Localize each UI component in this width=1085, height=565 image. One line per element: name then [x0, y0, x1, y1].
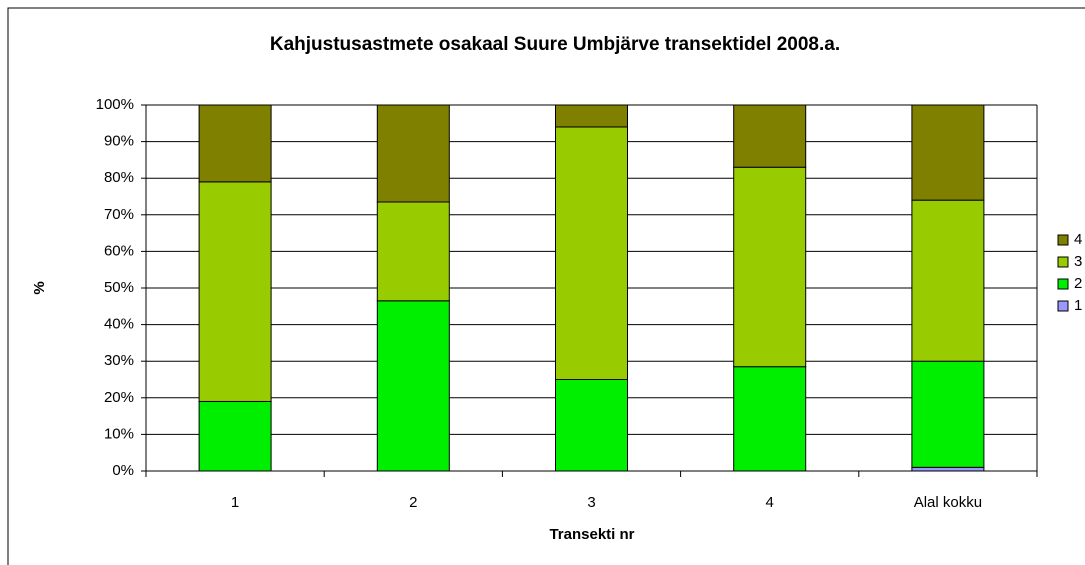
- legend-swatch: [1057, 300, 1069, 312]
- bar-segment: [911, 360, 985, 468]
- bar-segment: [733, 104, 807, 168]
- y-tick-label: 10%: [104, 425, 134, 442]
- chart-title: Kahjustusastmete osakaal Suure Umbjärve …: [270, 34, 840, 55]
- legend-label: 3: [1074, 253, 1082, 270]
- bar-segment: [555, 379, 628, 472]
- x-axis-label: Transekti nr: [549, 526, 634, 543]
- legend-swatch: [1057, 278, 1069, 290]
- chart-frame: [7, 7, 1085, 565]
- legend-label: 4: [1074, 231, 1082, 248]
- bar-segment: [911, 104, 985, 201]
- legend-label: 2: [1074, 275, 1082, 292]
- bar-segment: [911, 466, 985, 472]
- y-axis-label: %: [31, 281, 48, 294]
- bar-segment: [376, 300, 450, 472]
- y-tick-label: 0%: [112, 462, 134, 479]
- y-tick-label: 50%: [104, 279, 134, 296]
- bar-segment: [733, 166, 807, 368]
- x-tick-label: Alal kokku: [914, 494, 982, 511]
- legend-label: 1: [1074, 297, 1082, 314]
- y-tick-label: 40%: [104, 316, 134, 333]
- bar-segment: [376, 104, 450, 203]
- x-tick-label: 1: [231, 494, 239, 511]
- y-tick-label: 90%: [104, 133, 134, 150]
- bar-segment: [911, 199, 985, 362]
- y-tick-label: 70%: [104, 206, 134, 223]
- bar-segment: [555, 126, 628, 380]
- y-tick-label: 20%: [104, 389, 134, 406]
- legend-swatch: [1057, 234, 1069, 246]
- x-tick-label: 3: [587, 494, 595, 511]
- bar-segment: [555, 104, 628, 128]
- y-tick-label: 80%: [104, 169, 134, 186]
- y-tick-label: 60%: [104, 242, 134, 259]
- y-tick-label: 100%: [96, 96, 134, 113]
- x-tick-label: 2: [409, 494, 417, 511]
- x-tick-label: 4: [766, 494, 774, 511]
- bar-segment: [198, 400, 272, 472]
- bar-segment: [376, 201, 450, 302]
- bar-segment: [733, 366, 807, 472]
- y-tick-label: 30%: [104, 352, 134, 369]
- legend-swatch: [1057, 256, 1069, 268]
- bar-segment: [198, 104, 272, 183]
- bar-segment: [198, 181, 272, 402]
